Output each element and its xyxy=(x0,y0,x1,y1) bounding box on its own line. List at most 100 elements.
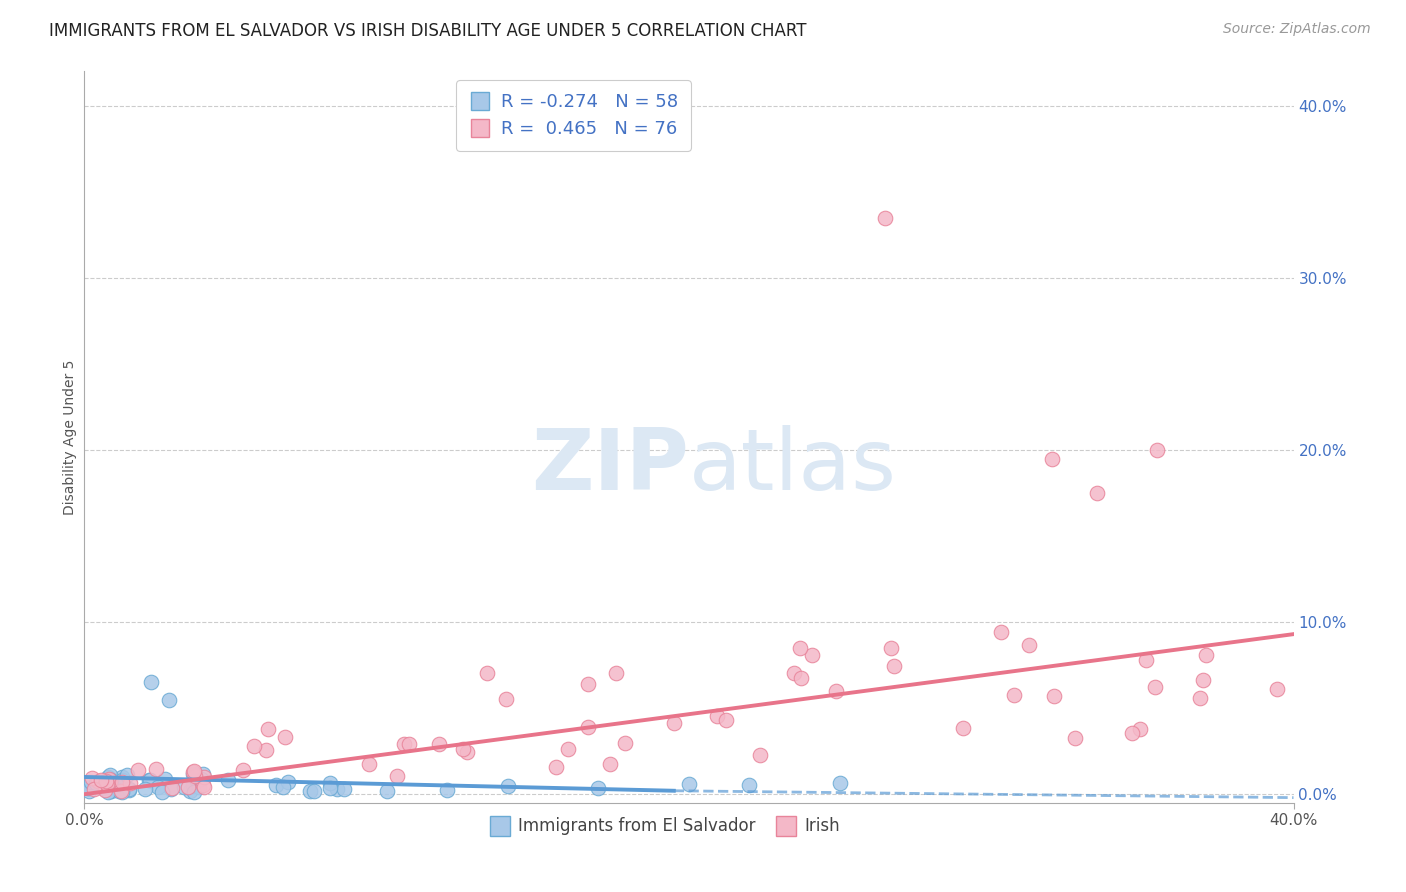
Point xyxy=(98,774,121,789)
Point xyxy=(100,773,122,788)
Point xyxy=(496,779,519,793)
Point xyxy=(875,211,897,225)
Point xyxy=(111,770,134,784)
Point xyxy=(183,764,205,778)
Point xyxy=(177,780,200,795)
Point xyxy=(183,784,205,798)
Point xyxy=(157,692,180,706)
Point xyxy=(80,775,103,789)
Point xyxy=(271,780,294,794)
Point xyxy=(191,778,214,792)
Point xyxy=(118,776,141,790)
Point xyxy=(110,775,132,789)
Point xyxy=(193,780,215,795)
Point xyxy=(100,783,122,797)
Point xyxy=(193,770,215,784)
Point xyxy=(76,781,98,796)
Point xyxy=(232,763,254,777)
Point xyxy=(138,773,160,788)
Point xyxy=(790,671,813,685)
Point xyxy=(191,767,214,781)
Point xyxy=(273,730,295,744)
Point xyxy=(557,742,579,756)
Point xyxy=(94,783,117,797)
Point xyxy=(97,770,120,784)
Point xyxy=(243,739,266,753)
Point xyxy=(86,775,108,789)
Y-axis label: Disability Age Under 5: Disability Age Under 5 xyxy=(63,359,77,515)
Point xyxy=(783,665,806,680)
Point xyxy=(134,782,156,797)
Point xyxy=(576,677,599,691)
Point xyxy=(127,763,149,777)
Text: atlas: atlas xyxy=(689,425,897,508)
Point xyxy=(108,784,131,798)
Point xyxy=(94,773,117,788)
Point xyxy=(451,741,474,756)
Point xyxy=(1121,725,1143,739)
Point xyxy=(254,742,277,756)
Point xyxy=(825,684,848,698)
Text: Source: ZipAtlas.com: Source: ZipAtlas.com xyxy=(1223,22,1371,37)
Point xyxy=(576,720,599,734)
Point xyxy=(148,780,170,794)
Point xyxy=(145,762,167,776)
Point xyxy=(613,735,636,749)
Point xyxy=(90,773,112,788)
Point xyxy=(738,778,761,792)
Point xyxy=(97,785,120,799)
Legend: Immigrants from El Salvador, Irish: Immigrants from El Salvador, Irish xyxy=(484,811,846,842)
Point xyxy=(299,784,322,798)
Point xyxy=(118,782,141,797)
Point xyxy=(190,772,212,786)
Point xyxy=(830,776,852,790)
Point xyxy=(801,648,824,663)
Point xyxy=(605,665,627,680)
Point xyxy=(153,772,176,786)
Point xyxy=(599,757,621,772)
Point xyxy=(456,745,478,759)
Point xyxy=(187,780,209,794)
Point xyxy=(179,784,201,798)
Point xyxy=(110,784,132,798)
Point xyxy=(1195,648,1218,662)
Point xyxy=(138,773,160,788)
Point xyxy=(97,772,120,787)
Point xyxy=(427,737,450,751)
Point xyxy=(98,768,121,782)
Point xyxy=(880,640,903,655)
Point xyxy=(318,780,340,795)
Point xyxy=(108,776,131,790)
Point xyxy=(79,783,101,797)
Point xyxy=(184,769,207,783)
Point xyxy=(706,709,728,723)
Point xyxy=(436,782,458,797)
Point xyxy=(83,782,105,797)
Point xyxy=(544,760,567,774)
Point xyxy=(952,722,974,736)
Point xyxy=(1002,688,1025,702)
Point xyxy=(326,781,349,796)
Point xyxy=(1135,652,1157,666)
Point xyxy=(1063,731,1085,745)
Point xyxy=(160,781,183,796)
Point xyxy=(87,773,110,788)
Point xyxy=(266,778,288,792)
Point xyxy=(302,784,325,798)
Point xyxy=(749,747,772,762)
Point xyxy=(357,756,380,771)
Point xyxy=(319,776,342,790)
Point xyxy=(181,778,204,792)
Point xyxy=(1192,673,1215,687)
Point xyxy=(257,723,280,737)
Point xyxy=(475,666,498,681)
Point xyxy=(115,768,138,782)
Point xyxy=(89,778,111,792)
Point xyxy=(104,780,127,794)
Point xyxy=(990,624,1012,639)
Point xyxy=(96,777,118,791)
Point xyxy=(1085,486,1108,500)
Point xyxy=(93,780,115,795)
Point xyxy=(664,716,686,731)
Point xyxy=(117,782,139,797)
